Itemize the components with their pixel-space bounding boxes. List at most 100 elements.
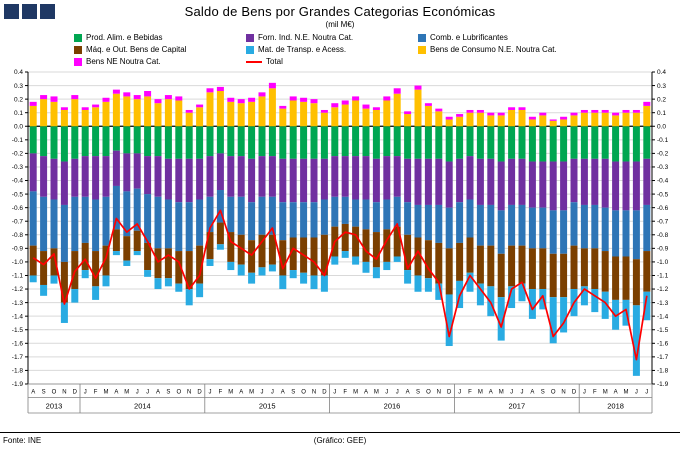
legend-swatch-icon: [74, 57, 82, 66]
legend-item-4: Mat. de Transp. e Acess.: [246, 45, 418, 54]
bar-segment: [310, 103, 318, 127]
month-label: J: [385, 390, 388, 396]
bar-segment: [331, 126, 339, 157]
y-tick-label-right: -1.1: [657, 273, 669, 280]
y-tick-label-left: -1.3: [12, 300, 24, 307]
bar-segment: [539, 248, 547, 290]
legend-label: Comb. e Lubrificantes: [430, 33, 508, 42]
bar-segment: [196, 158, 204, 200]
bar-segment: [549, 161, 557, 211]
bar-segment: [154, 99, 162, 104]
month-label: S: [416, 390, 420, 396]
bar-segment: [591, 248, 599, 290]
bar-segment: [123, 126, 131, 154]
bar-segment: [414, 275, 422, 292]
y-tick-label-left: -0.6: [12, 205, 24, 212]
bar-segment: [622, 256, 630, 300]
bar-segment: [102, 245, 110, 276]
bar-segment: [580, 248, 588, 287]
bar-segment: [487, 112, 495, 116]
bar-segment: [372, 232, 380, 268]
bar-segment: [144, 96, 152, 127]
bar-segment: [268, 88, 276, 127]
y-tick-label-left: -1.1: [12, 273, 24, 280]
bar-segment: [643, 251, 651, 292]
y-tick-label-right: -1.3: [657, 300, 669, 307]
legend-swatch-icon: [246, 33, 254, 42]
bar-segment: [133, 95, 141, 100]
bar-segment: [549, 120, 557, 127]
bar-segment: [175, 158, 183, 203]
bar-segment: [632, 305, 640, 376]
bar-segment: [268, 82, 276, 89]
bar-segment: [518, 126, 526, 159]
bar-segment: [372, 107, 380, 110]
month-label: J: [396, 390, 399, 396]
y-tick-label-right: -1.5: [657, 327, 669, 334]
bar-segment: [248, 97, 256, 102]
bar-segment: [60, 302, 68, 323]
bar-segment: [372, 158, 380, 203]
bar-segment: [40, 284, 48, 296]
bar-segment: [341, 126, 349, 157]
month-label: D: [322, 390, 327, 396]
year-label: 2014: [134, 402, 151, 411]
bar-segment: [643, 126, 651, 159]
y-tick-label-right: 0.1: [657, 110, 666, 117]
bar-segment: [300, 97, 308, 102]
bar-segment: [404, 158, 412, 203]
bar-segment: [279, 105, 287, 109]
bar-segment: [29, 105, 37, 127]
bar-segment: [289, 96, 297, 101]
bar-segment: [71, 196, 79, 252]
bar-segment: [424, 278, 432, 292]
month-label: J: [209, 390, 212, 396]
bar-segment: [185, 112, 193, 127]
y-tick-label-right: -1.4: [657, 313, 669, 320]
bar-segment: [435, 242, 443, 284]
y-tick-label-left: -0.4: [12, 178, 24, 185]
bar-segment: [362, 229, 370, 262]
bar-segment: [268, 126, 276, 157]
bar-segment: [102, 156, 110, 197]
bar-segment: [643, 291, 651, 321]
bar-segment: [476, 158, 484, 205]
bar-segment: [144, 126, 152, 157]
bar-segment: [580, 204, 588, 249]
bar-segment: [362, 199, 370, 230]
bar-segment: [71, 99, 79, 127]
bar-segment: [50, 275, 58, 284]
bar-segment: [175, 126, 183, 159]
bar-segment: [300, 126, 308, 159]
year-labels: 2013 2014 2015 2016 2017 2018: [27, 384, 653, 414]
month-label: N: [62, 390, 66, 396]
bar-segment: [487, 158, 495, 205]
bar-segment: [320, 126, 328, 159]
bar-segment: [466, 112, 474, 127]
bar-segment: [310, 275, 318, 290]
bar-segment: [445, 116, 453, 120]
bar-segment: [580, 126, 588, 159]
bar-segment: [50, 248, 58, 276]
bar-segment: [383, 126, 391, 157]
bar-segment: [424, 126, 432, 159]
y-tick-label-left: -0.1: [12, 137, 24, 144]
bar-segment: [539, 126, 547, 162]
month-label: M: [603, 390, 608, 396]
month-label: S: [42, 390, 46, 396]
bar-segment: [81, 242, 89, 271]
bar-segment: [435, 204, 443, 243]
bar-segment: [237, 99, 245, 104]
bar-segment: [570, 112, 578, 116]
bar-segment: [435, 108, 443, 112]
bar-segment: [560, 161, 568, 211]
bar-segment: [81, 270, 89, 279]
month-label: J: [458, 390, 461, 396]
bar-segment: [643, 158, 651, 205]
bar-segment: [341, 251, 349, 258]
bar-segment: [372, 202, 380, 233]
bar-segment: [331, 256, 339, 265]
footer: Fonte: INE (Gráfico: GEE): [0, 432, 680, 450]
bar-segment: [216, 190, 224, 223]
